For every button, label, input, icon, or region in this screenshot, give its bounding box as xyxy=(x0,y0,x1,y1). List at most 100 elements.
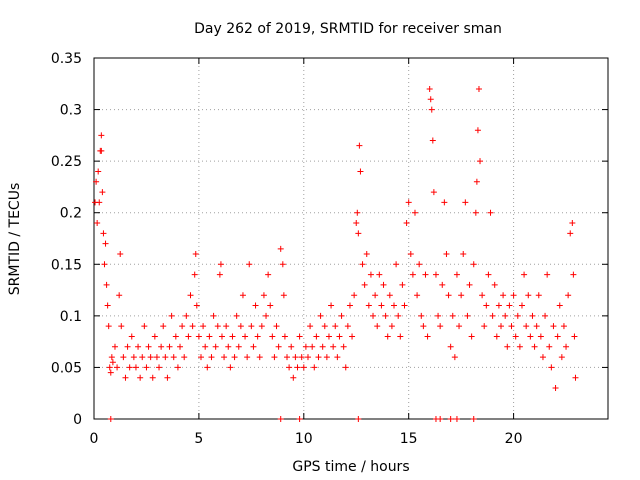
data-point xyxy=(550,323,557,330)
data-point xyxy=(380,281,387,288)
data-point xyxy=(354,209,361,216)
data-point xyxy=(294,364,301,371)
data-point xyxy=(435,312,442,319)
data-point xyxy=(376,271,383,278)
data-point xyxy=(246,261,253,268)
data-point xyxy=(521,271,528,278)
data-point xyxy=(572,374,579,381)
data-point xyxy=(508,323,515,330)
data-point xyxy=(418,312,425,319)
data-point xyxy=(135,343,142,350)
data-point xyxy=(94,220,101,227)
data-point xyxy=(158,343,165,350)
data-point xyxy=(315,354,322,361)
data-point xyxy=(145,343,152,350)
data-point xyxy=(231,354,238,361)
data-point xyxy=(263,312,270,319)
data-point xyxy=(479,292,486,299)
data-point xyxy=(277,416,284,422)
data-point xyxy=(117,250,124,257)
data-point xyxy=(192,250,199,257)
data-point xyxy=(485,271,492,278)
data-point xyxy=(330,343,337,350)
data-point xyxy=(126,364,133,371)
data-point xyxy=(96,199,103,206)
data-point xyxy=(191,271,198,278)
data-point xyxy=(453,416,460,422)
data-point xyxy=(570,271,577,278)
data-point xyxy=(338,312,345,319)
data-point xyxy=(304,354,311,361)
data-point xyxy=(284,354,291,361)
data-point xyxy=(286,364,293,371)
data-point xyxy=(132,364,139,371)
data-point xyxy=(474,127,481,134)
x-tick-label: 10 xyxy=(295,431,313,447)
ticks xyxy=(93,57,608,420)
data-point xyxy=(143,364,150,371)
data-point xyxy=(93,178,100,185)
data-point xyxy=(372,292,379,299)
data-point xyxy=(269,333,276,340)
data-point xyxy=(187,292,194,299)
data-point xyxy=(393,261,400,268)
data-point xyxy=(384,333,391,340)
data-point xyxy=(477,158,484,165)
data-point xyxy=(277,245,284,252)
data-point xyxy=(424,333,431,340)
data-point xyxy=(462,199,469,206)
data-point xyxy=(128,333,135,340)
data-point xyxy=(498,323,505,330)
data-point xyxy=(149,374,156,381)
data-point xyxy=(258,323,265,330)
data-point xyxy=(332,323,339,330)
data-point xyxy=(495,302,502,309)
data-point xyxy=(122,374,129,381)
data-point xyxy=(248,323,255,330)
data-point xyxy=(280,292,287,299)
data-point xyxy=(114,364,121,371)
data-point xyxy=(252,302,259,309)
data-point xyxy=(443,250,450,257)
data-point xyxy=(271,354,278,361)
data-point xyxy=(95,168,102,175)
data-point xyxy=(357,168,364,175)
data-point xyxy=(439,281,446,288)
data-point xyxy=(313,333,320,340)
data-point xyxy=(321,323,328,330)
x-tick-label: 0 xyxy=(90,431,99,447)
data-point xyxy=(560,323,567,330)
data-point xyxy=(502,312,509,319)
data-point xyxy=(466,281,473,288)
x-tick-label: 5 xyxy=(194,431,203,447)
data-point xyxy=(514,312,521,319)
data-point xyxy=(537,333,544,340)
data-point xyxy=(210,312,217,319)
data-point xyxy=(290,374,297,381)
data-point xyxy=(98,132,105,139)
data-point xyxy=(542,312,549,319)
y-tick-label: 0.15 xyxy=(51,257,82,273)
data-point xyxy=(323,354,330,361)
data-point xyxy=(319,343,326,350)
data-point xyxy=(166,343,173,350)
data-point xyxy=(516,343,523,350)
data-point xyxy=(124,343,131,350)
data-point xyxy=(487,209,494,216)
data-point xyxy=(120,354,127,361)
data-point xyxy=(374,323,381,330)
data-point xyxy=(428,106,435,113)
data-point xyxy=(189,323,196,330)
y-axis-label: SRMTID / TECUs xyxy=(7,183,23,296)
data-point xyxy=(483,302,490,309)
data-point xyxy=(552,385,559,392)
data-point xyxy=(288,343,295,350)
chart-title: Day 262 of 2019, SRMTID for receiver sma… xyxy=(194,21,502,37)
y-tick-label: 0.3 xyxy=(60,103,82,119)
data-point xyxy=(472,209,479,216)
data-point xyxy=(430,189,437,196)
data-point xyxy=(214,323,221,330)
data-point xyxy=(307,323,314,330)
plot-frame xyxy=(93,57,609,420)
data-point xyxy=(216,271,223,278)
